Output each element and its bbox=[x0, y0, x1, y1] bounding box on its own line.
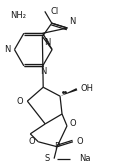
Text: Cl: Cl bbox=[51, 7, 59, 16]
Text: Na: Na bbox=[79, 154, 90, 163]
Text: O: O bbox=[70, 119, 77, 128]
Text: N: N bbox=[44, 39, 51, 48]
Text: O: O bbox=[17, 97, 23, 106]
Polygon shape bbox=[60, 88, 77, 96]
Text: N: N bbox=[5, 45, 11, 54]
Text: O: O bbox=[77, 137, 84, 146]
Text: P: P bbox=[54, 142, 60, 151]
Text: S: S bbox=[45, 154, 50, 163]
Text: OH: OH bbox=[81, 84, 94, 93]
Text: N: N bbox=[69, 17, 76, 26]
Text: N: N bbox=[40, 67, 47, 76]
Text: NH₂: NH₂ bbox=[10, 11, 26, 20]
Text: O: O bbox=[29, 137, 35, 146]
